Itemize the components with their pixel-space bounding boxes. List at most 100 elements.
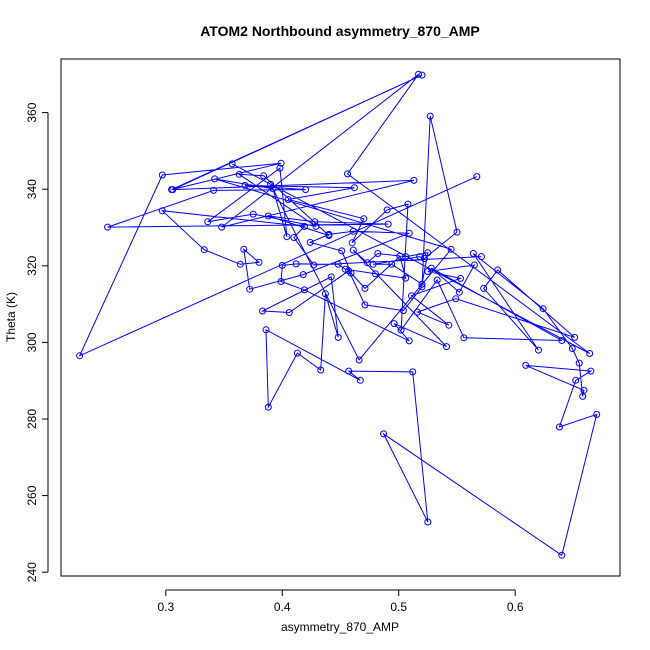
data-point-78 xyxy=(334,333,342,341)
data-point-19 xyxy=(276,164,284,172)
y-tick-label: 280 xyxy=(25,409,39,429)
data-point-112 xyxy=(338,247,346,255)
data-point-88 xyxy=(420,255,428,262)
data-point-23 xyxy=(235,170,243,178)
x-tick-label: 0.6 xyxy=(507,600,524,614)
data-point-34 xyxy=(284,196,292,203)
x-tick-label: 0.5 xyxy=(390,600,407,614)
data-point-115 xyxy=(349,227,357,235)
data-point-104 xyxy=(292,260,300,268)
chart-title: ATOM2 Northbound asymmetry_870_AMP xyxy=(200,23,480,39)
data-point-35 xyxy=(360,215,368,223)
data-point-31 xyxy=(302,186,310,194)
data-point-71 xyxy=(345,367,353,375)
data-point-3 xyxy=(277,159,285,167)
data-point-11 xyxy=(586,350,594,357)
x-axis: 0.3 0.4 0.5 0.6 xyxy=(157,589,524,614)
data-point-125 xyxy=(290,234,298,241)
y-tick-label: 320 xyxy=(25,255,39,275)
data-point-74 xyxy=(264,403,272,411)
data-point-16 xyxy=(211,175,219,183)
data-point-18 xyxy=(283,233,291,241)
data-point-80 xyxy=(259,307,266,315)
data-point-79 xyxy=(327,273,335,281)
data-point-76 xyxy=(317,366,325,374)
data-point-84 xyxy=(399,307,407,315)
data-point-107 xyxy=(371,270,379,278)
y-tick-label: 240 xyxy=(25,562,39,582)
data-point-53 xyxy=(494,266,502,274)
data-point-127 xyxy=(477,253,485,261)
data-point-47 xyxy=(457,274,464,282)
data-point-109 xyxy=(396,252,404,260)
data-point-29 xyxy=(104,223,112,231)
data-point-12 xyxy=(228,160,236,168)
data-point-0 xyxy=(473,173,481,181)
data-point-36 xyxy=(348,239,356,247)
data-point-70 xyxy=(409,368,417,376)
data-point-5 xyxy=(418,71,426,79)
data-point-119 xyxy=(240,245,248,253)
data-point-83 xyxy=(361,301,369,309)
data-point-108 xyxy=(402,274,410,282)
data-point-6 xyxy=(169,186,177,194)
data-point-92 xyxy=(418,280,426,288)
data-point-118 xyxy=(246,285,254,293)
data-point-67 xyxy=(558,551,566,559)
data-point-93 xyxy=(424,249,432,257)
data-point-72 xyxy=(356,376,364,384)
data-point-52 xyxy=(571,333,579,341)
data-point-61 xyxy=(580,386,588,394)
data-point-89 xyxy=(416,253,424,261)
plot-area xyxy=(76,70,601,559)
data-point-58 xyxy=(568,345,576,352)
data-point-57 xyxy=(539,305,547,313)
x-tick-label: 0.4 xyxy=(274,600,291,614)
data-point-15 xyxy=(447,245,455,253)
data-point-50 xyxy=(413,308,421,316)
data-point-103 xyxy=(278,261,286,269)
data-point-111 xyxy=(347,269,355,277)
data-point-86 xyxy=(426,112,434,120)
data-point-97 xyxy=(349,246,357,254)
data-point-113 xyxy=(306,238,314,246)
data-point-121 xyxy=(236,260,244,268)
data-point-91 xyxy=(388,260,396,268)
y-tick-label: 340 xyxy=(25,179,39,199)
y-axis: 240 260 280 300 320 340 360 xyxy=(25,102,49,582)
data-point-106 xyxy=(341,265,349,273)
data-point-8 xyxy=(218,223,226,231)
data-point-73 xyxy=(262,326,270,334)
data-point-38 xyxy=(404,200,412,208)
data-point-33 xyxy=(351,184,358,192)
data-point-2 xyxy=(158,171,166,179)
data-point-100 xyxy=(405,337,413,345)
y-tick-label: 260 xyxy=(25,485,39,505)
data-point-24 xyxy=(260,172,268,180)
data-point-10 xyxy=(344,170,351,178)
data-point-56 xyxy=(469,250,477,257)
data-point-26 xyxy=(264,212,272,220)
plot-frame xyxy=(60,58,621,577)
data-point-114 xyxy=(325,230,333,238)
data-point-44 xyxy=(455,288,463,296)
data-point-63 xyxy=(587,367,595,375)
data-point-77 xyxy=(321,290,329,298)
data-point-46 xyxy=(424,268,432,275)
data-point-123 xyxy=(158,207,166,215)
data-point-54 xyxy=(480,284,488,292)
data-point-28 xyxy=(384,220,392,228)
data-point-81 xyxy=(285,309,293,316)
x-axis-label: asymmetry_870_AMP xyxy=(281,620,399,634)
data-point-122 xyxy=(200,246,208,254)
data-point-85 xyxy=(418,283,426,291)
data-point-87 xyxy=(453,228,461,236)
data-point-27 xyxy=(311,218,319,226)
data-point-75 xyxy=(293,349,301,357)
data-point-40 xyxy=(433,276,441,284)
data-point-95 xyxy=(374,250,382,257)
y-axis-label: Theta (K) xyxy=(4,292,18,342)
data-point-62 xyxy=(522,361,530,369)
data-point-20 xyxy=(204,218,212,226)
